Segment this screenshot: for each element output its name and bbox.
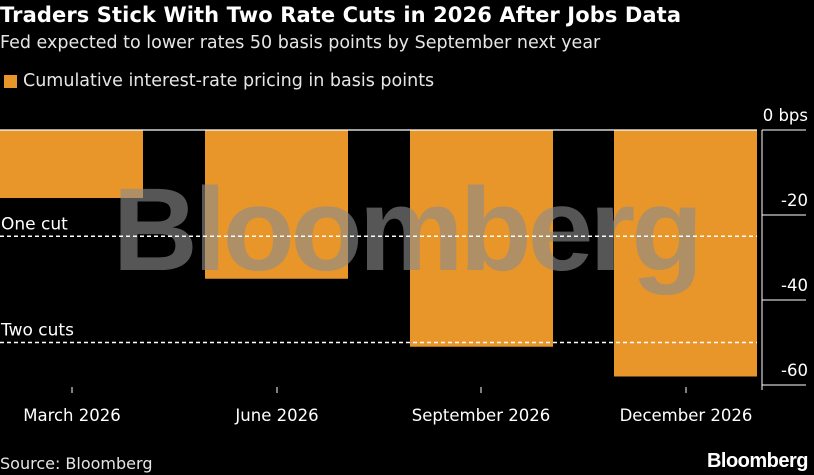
bar-4 (614, 130, 757, 377)
x-tick-label-3: September 2026 (412, 406, 550, 425)
bar-2 (205, 130, 348, 279)
y-tick-label-4: -60 (781, 361, 808, 380)
chart-subtitle: Fed expected to lower rates 50 basis poi… (0, 33, 601, 53)
legend-label: Cumulative interest-rate pricing in basi… (23, 71, 435, 91)
y-tick-label-2: -20 (781, 191, 808, 210)
reference-label-2: Two cuts (0, 321, 74, 341)
y-tick-label-3: -40 (781, 276, 808, 295)
x-tick-label-2: June 2026 (234, 406, 318, 425)
reference-label-1: One cut (1, 214, 68, 234)
bar-1 (0, 130, 143, 198)
legend: Cumulative interest-rate pricing in basi… (4, 71, 434, 91)
chart-title: Traders Stick With Two Rate Cuts in 2026… (0, 3, 682, 27)
bloomberg-logo: Bloomberg (706, 450, 809, 472)
watermark-text: Bloomberg (113, 164, 700, 296)
legend-swatch (4, 74, 17, 88)
x-tick-label-4: December 2026 (620, 406, 753, 425)
x-tick-label-1: March 2026 (23, 406, 121, 425)
bar-3 (410, 130, 553, 347)
y-tick-label-1: 0 bps (763, 106, 808, 125)
source-note: Source: Bloomberg (0, 454, 153, 473)
